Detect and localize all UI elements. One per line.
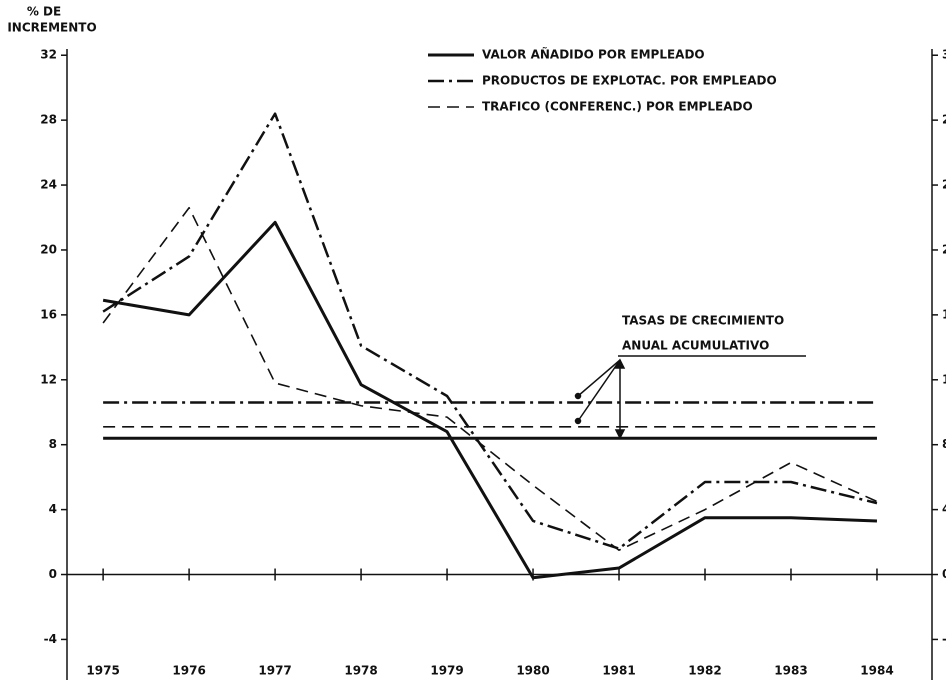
x-tick-label: 1980 [516,664,549,678]
annotation: TASAS DE CRECIMIENTO [622,314,784,328]
y-axis-label: INCREMENTO [7,21,96,35]
x-tick-label: 1979 [430,664,463,678]
y2-tick-label: 20 [942,242,946,256]
legend-label: VALOR AÑADIDO POR EMPLEADO [482,47,705,62]
y-tick-label: 20 [40,242,57,256]
y-tick-label: 4 [49,502,57,516]
x-tick-label: 1977 [258,664,291,678]
legend-label: PRODUCTOS DE EXPLOTAC. POR EMPLEADO [482,74,777,88]
y2-tick-label: 8 [942,437,946,451]
y-tick-label: 32 [40,48,57,62]
y-tick-label: 12 [40,372,57,386]
legend-label: TRAFICO (CONFERENC.) POR EMPLEADO [482,100,753,114]
y-tick-label: 0 [49,567,57,581]
y2-tick-label: 12 [942,372,946,386]
y2-tick-label: 16 [942,307,946,321]
y-tick-label: 28 [40,113,57,127]
y-axis-label: % DE [27,5,61,19]
y2-tick-label: 32 [942,48,946,62]
annotation-arrows [574,355,806,440]
y-tick-label: -4 [44,632,57,646]
y2-tick-label: -4 [942,632,946,646]
annotation: ANUAL ACUMULATIVO [622,339,769,353]
y-tick-label: 8 [49,437,57,451]
x-tick-label: 1975 [86,664,119,678]
y2-tick-label: 28 [942,113,946,127]
series-line [102,206,878,551]
series-line [102,112,878,550]
x-tick-label: 1984 [860,664,893,678]
y2-tick-label: 4 [942,502,946,516]
x-tick-label: 1982 [688,664,721,678]
y2-tick-label: 24 [942,178,946,192]
x-tick-label: 1978 [344,664,377,678]
x-tick-label: 1976 [172,664,205,678]
x-tick-label: 1981 [602,664,635,678]
y2-tick-label: 0 [942,567,946,581]
series-line [102,220,878,580]
x-tick-label: 1983 [774,664,807,678]
y-tick-label: 24 [40,178,57,192]
y-tick-label: 16 [40,307,57,321]
